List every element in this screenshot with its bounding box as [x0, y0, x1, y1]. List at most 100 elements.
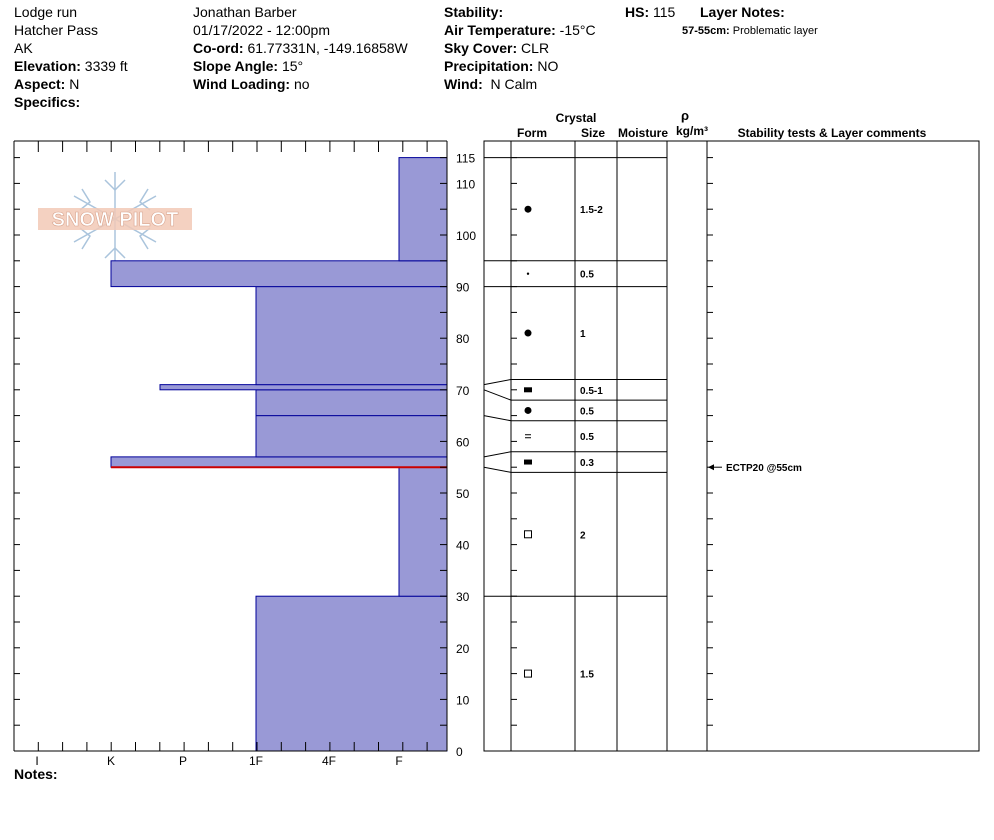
column-headers: Crystal Form Size Moisture ρ kg/m³ Stabi…	[517, 108, 927, 140]
sky-cover-label: Sky Cover:	[444, 40, 518, 56]
crystal-size-label: 0.5	[580, 406, 594, 417]
hardness-layer-bar	[398, 466, 448, 597]
small-grain-icon	[526, 272, 530, 275]
wind-loading-field: Wind Loading: no	[193, 75, 310, 93]
height-tick-label: 100	[456, 229, 476, 243]
layer-connector	[483, 415, 512, 422]
hardness-tick-label: I	[35, 754, 38, 768]
air-temp-value: -15°C	[559, 22, 596, 38]
height-tick-label: 10	[456, 693, 470, 707]
hardness-layer-bar	[159, 384, 448, 391]
layer-connector	[483, 389, 512, 401]
coord-label: Co-ord:	[193, 40, 244, 56]
elevation-value: 3339 ft	[84, 58, 128, 74]
stability-header: Stability tests & Layer comments	[738, 126, 927, 140]
height-tick-label: 115	[456, 152, 475, 166]
stability-field: Stability:	[444, 3, 503, 21]
air-temp-label: Air Temperature:	[444, 22, 556, 38]
hs-field: HS: 115	[625, 3, 675, 21]
height-tick-label: 0	[456, 745, 463, 759]
hardness-layer-bar	[255, 389, 448, 417]
hardness-layer-bar	[255, 595, 448, 752]
wind-loading-value: no	[293, 76, 310, 92]
hardness-tick-label: P	[179, 754, 187, 768]
hardness-layer-bar	[110, 456, 448, 468]
slope-field: Slope Angle: 15°	[193, 57, 303, 75]
crystal-size-label: 0.3	[580, 458, 594, 469]
height-tick-label: 20	[456, 642, 470, 656]
crystal-header: Crystal	[556, 111, 597, 125]
hardness-layer-bar	[255, 286, 448, 386]
layer-note: 57-55cm: Problematic layer	[682, 24, 818, 38]
notes-field: Notes:	[14, 765, 58, 783]
logo-text: SNOW PILOT	[52, 209, 179, 231]
crystal-size-label: 2	[580, 530, 586, 541]
height-tick-label: 50	[456, 487, 470, 501]
hardness-layer-bar	[110, 260, 448, 288]
sky-cover-value: CLR	[521, 40, 550, 56]
specifics-label: Specifics:	[14, 94, 81, 110]
table-frame	[483, 140, 980, 752]
area-name: Hatcher Pass	[14, 22, 99, 38]
specifics-field: Specifics:	[14, 93, 80, 111]
aspect-label: Aspect:	[14, 76, 66, 92]
crystal-size-label: 1.5-2	[580, 205, 603, 216]
slope-value: 15°	[281, 58, 304, 74]
layer-table: 1.5 2 0.3 0.5 0.5 0.5-1 1 0.5 1.5-2 ECTP20 @55cm	[483, 140, 980, 752]
hardness-axis: I K P 1F 4F F	[35, 754, 402, 768]
rounded-grain-icon	[524, 329, 532, 337]
elevation-label: Elevation:	[14, 58, 81, 74]
hardness-tick-label: 4F	[322, 754, 336, 768]
elevation-field: Elevation: 3339 ft	[14, 57, 128, 75]
coord-field: Co-ord: 61.77331N, -149.16858W	[193, 39, 408, 57]
crust-icon	[524, 387, 532, 393]
notes-label: Notes:	[14, 766, 58, 782]
sky-cover-field: Sky Cover: CLR	[444, 39, 549, 57]
hardness-tick-label: F	[395, 754, 402, 768]
height-tick-label: 90	[456, 281, 470, 295]
hs-value: 115	[653, 4, 676, 20]
layer-connector	[483, 466, 512, 473]
moisture-header: Moisture	[618, 126, 668, 140]
hardness-tick-label: 1F	[249, 754, 263, 768]
layer-note-range: 57-55cm:	[682, 25, 730, 37]
height-axis: 0 10 20 30 40 50 60 70 80 90 100 110 115	[440, 152, 476, 759]
height-tick-label: 110	[456, 177, 475, 191]
observer-name: Jonathan Barber	[193, 4, 297, 20]
height-tick-label: 40	[456, 539, 470, 553]
crystal-size-label: 1.5	[580, 670, 594, 681]
rounded-grain-icon	[524, 406, 532, 414]
wind-value: N Calm	[490, 76, 538, 92]
wind-label: Wind:	[444, 76, 483, 92]
layer-note-text: Problematic layer	[732, 25, 818, 37]
layer-connector	[483, 378, 512, 386]
layer-connector	[483, 451, 512, 458]
crust-icon	[524, 459, 532, 465]
crystal-size-label: 0.5	[580, 270, 594, 281]
stability-test-label: ECTP20 @55cm	[726, 463, 802, 474]
faceted-grain-icon	[524, 530, 532, 539]
coord-value: 61.77331N, -149.16858W	[247, 40, 408, 56]
size-header: Size	[581, 126, 605, 140]
height-tick-label: 80	[456, 332, 470, 346]
hardness-plot-frame	[13, 140, 448, 752]
hardness-tick-label: K	[107, 754, 115, 768]
crystal-size-label: 0.5	[580, 432, 594, 443]
precip-label: Precipitation:	[444, 58, 534, 74]
density-symbol: ρ	[681, 108, 689, 123]
arrow-head-icon	[708, 464, 714, 471]
air-temp-field: Air Temperature: -15°C	[444, 21, 596, 39]
precip-value: NO	[537, 58, 559, 74]
form-header: Form	[517, 126, 547, 140]
hardness-layer-bar	[255, 415, 448, 458]
slope-label: Slope Angle:	[193, 58, 279, 74]
faceted-grain-icon	[524, 669, 532, 678]
hardness-layer-bar	[398, 157, 448, 262]
density-unit: kg/m³	[676, 124, 708, 138]
precip-field: Precipitation: NO	[444, 57, 558, 75]
height-tick-label: 70	[456, 384, 470, 398]
layer-notes-field: Layer Notes:	[700, 3, 785, 21]
hs-label: HS:	[625, 4, 650, 20]
rounded-grain-icon	[524, 205, 532, 213]
